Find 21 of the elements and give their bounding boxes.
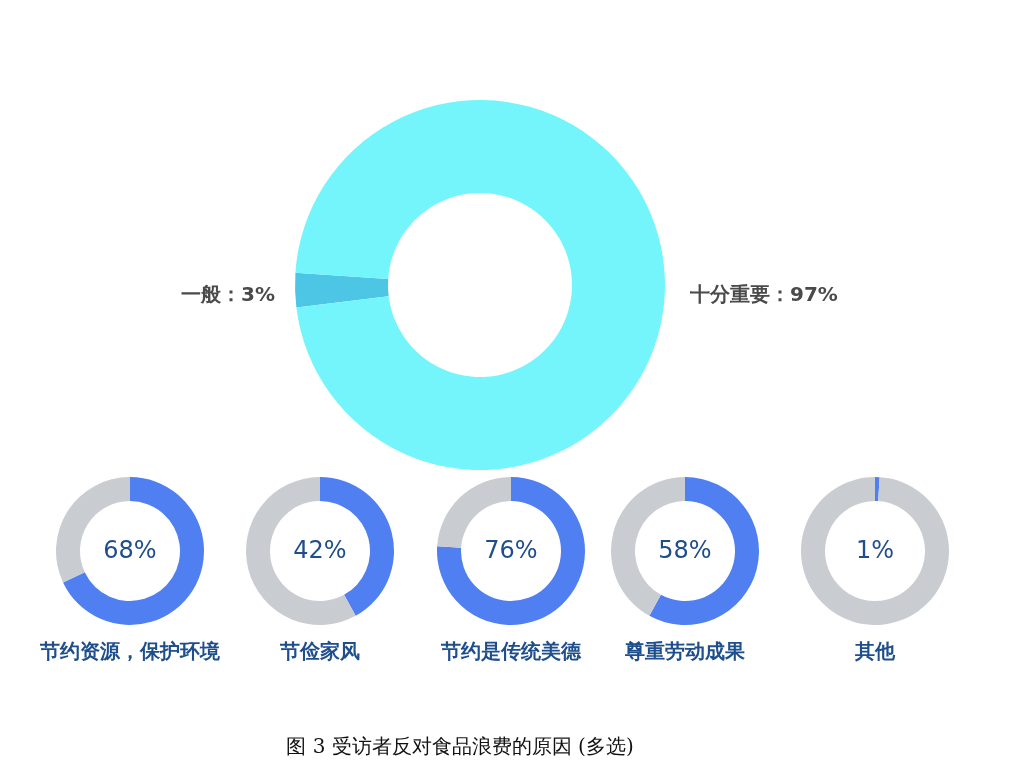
donut-slice <box>801 477 949 625</box>
text: 其他 <box>854 639 896 663</box>
data-label: 76% <box>484 536 538 564</box>
data-label: 42% <box>293 536 347 564</box>
data-label: 1% <box>855 536 895 564</box>
text: 节约是传统美德 <box>440 639 582 663</box>
donut-slice <box>295 272 389 308</box>
caption: 图 3 受访者反对食品浪费的原因 (多选) <box>285 733 635 760</box>
data-label: 58% <box>658 536 712 564</box>
donut-slice <box>649 477 759 625</box>
donut-slice <box>295 100 665 470</box>
slice-label: 十分重要：97% <box>689 282 838 306</box>
donut-slice <box>875 477 880 502</box>
text: 尊重劳动成果 <box>624 639 746 663</box>
donut-slice <box>246 477 356 625</box>
text: 节俭家风 <box>279 639 360 663</box>
data-label: 68% <box>103 536 157 564</box>
slice-label: 一般：3% <box>181 282 275 306</box>
donut-slice <box>437 477 585 625</box>
text: 节约资源，保护环境 <box>39 639 220 663</box>
donut-slice <box>63 477 204 625</box>
